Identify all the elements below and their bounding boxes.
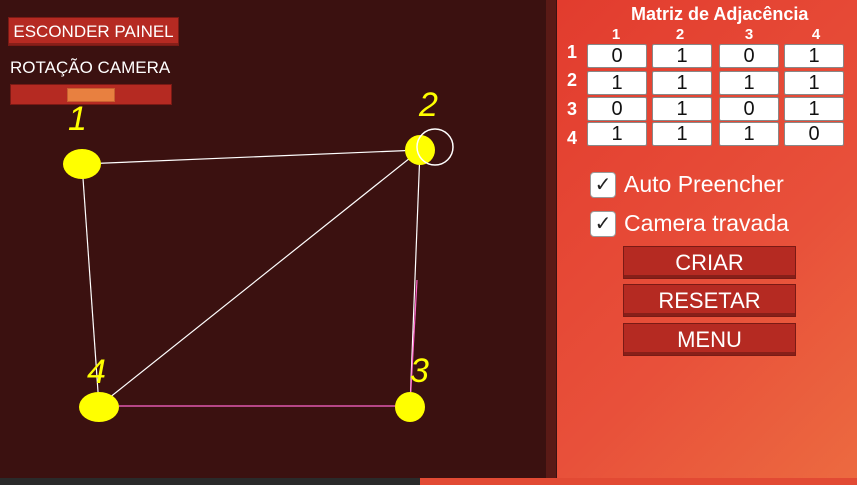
matrix-cell-1-2[interactable]: 1 <box>652 44 712 68</box>
matrix-cell-1-4[interactable]: 1 <box>784 44 844 68</box>
matrix-cell-3-2[interactable]: 1 <box>652 97 712 121</box>
matrix-cell-4-4[interactable]: 0 <box>784 122 844 146</box>
matrix-cell-4-2[interactable]: 1 <box>652 122 712 146</box>
matrix-row-header-3: 3 <box>567 99 578 119</box>
node-1[interactable] <box>63 149 101 179</box>
graph-nodes[interactable] <box>63 128 454 422</box>
menu-button[interactable]: MENU <box>623 323 796 356</box>
camera-rotation-slider[interactable] <box>10 84 172 105</box>
graph-node-labels: 1 2 3 4 <box>68 86 438 391</box>
matrix-col-header-2: 2 <box>675 26 685 43</box>
node-3[interactable] <box>395 392 425 422</box>
node-label-2: 2 <box>418 86 438 124</box>
matrix-cell-2-2[interactable]: 1 <box>652 71 712 95</box>
graph-canvas[interactable]: 1 2 3 4 <box>0 0 548 478</box>
auto-fill-option[interactable]: ✓ Auto Preencher <box>590 171 784 198</box>
camera-rotation-slider-handle[interactable] <box>67 88 115 102</box>
matrix-cell-4-1[interactable]: 1 <box>587 122 647 146</box>
auto-fill-label: Auto Preencher <box>624 171 784 197</box>
matrix-cell-2-3[interactable]: 1 <box>719 71 779 95</box>
matrix-row-header-2: 2 <box>567 70 578 90</box>
camera-locked-label: Camera travada <box>624 210 789 236</box>
auto-fill-checkbox[interactable]: ✓ <box>590 171 616 198</box>
matrix-cell-2-1[interactable]: 1 <box>587 71 647 95</box>
matrix-cell-4-3[interactable]: 1 <box>719 122 779 146</box>
matrix-cell-3-4[interactable]: 1 <box>784 97 844 121</box>
node-label-1: 1 <box>68 100 87 138</box>
node-label-3: 3 <box>410 352 429 390</box>
viewport-divider <box>546 0 556 478</box>
edge-2-3-highlight <box>409 279 418 407</box>
matrix-cell-3-3[interactable]: 0 <box>719 97 779 121</box>
hide-panel-button[interactable]: ESCONDER PAINEL <box>8 17 179 46</box>
checkmark-icon: ✓ <box>594 213 612 235</box>
node-2-selection-ring <box>416 128 454 166</box>
matrix-cell-2-4[interactable]: 1 <box>784 71 844 95</box>
node-2[interactable] <box>405 135 435 165</box>
edge-1-4 <box>81 163 100 407</box>
node-4[interactable] <box>79 392 119 422</box>
reset-button[interactable]: RESETAR <box>623 284 796 317</box>
checkmark-icon: ✓ <box>594 174 612 196</box>
matrix-col-header-3: 3 <box>744 26 754 43</box>
camera-locked-checkbox[interactable]: ✓ <box>590 210 616 237</box>
matrix-col-header-4: 4 <box>811 26 821 43</box>
matrix-title: Matriz de Adjacência <box>631 4 809 24</box>
edge-2-3 <box>409 149 421 407</box>
camera-rotation-label: ROTAÇÃO CAMERA <box>10 58 171 77</box>
matrix-cell-1-3[interactable]: 0 <box>719 44 779 68</box>
node-label-4: 4 <box>87 353 106 391</box>
matrix-row-header-1: 1 <box>567 42 578 62</box>
camera-locked-option[interactable]: ✓ Camera travada <box>590 210 789 237</box>
matrix-row-header-4: 4 <box>567 128 578 148</box>
create-button[interactable]: CRIAR <box>623 246 796 279</box>
edge-1-2 <box>81 149 421 165</box>
edge-2-4 <box>98 149 421 407</box>
bottom-strip-accent <box>420 478 857 485</box>
matrix-col-header-1: 1 <box>611 26 621 43</box>
matrix-cell-1-1[interactable]: 0 <box>587 44 647 68</box>
graph-edges <box>81 149 421 407</box>
matrix-cell-3-1[interactable]: 0 <box>587 97 647 121</box>
